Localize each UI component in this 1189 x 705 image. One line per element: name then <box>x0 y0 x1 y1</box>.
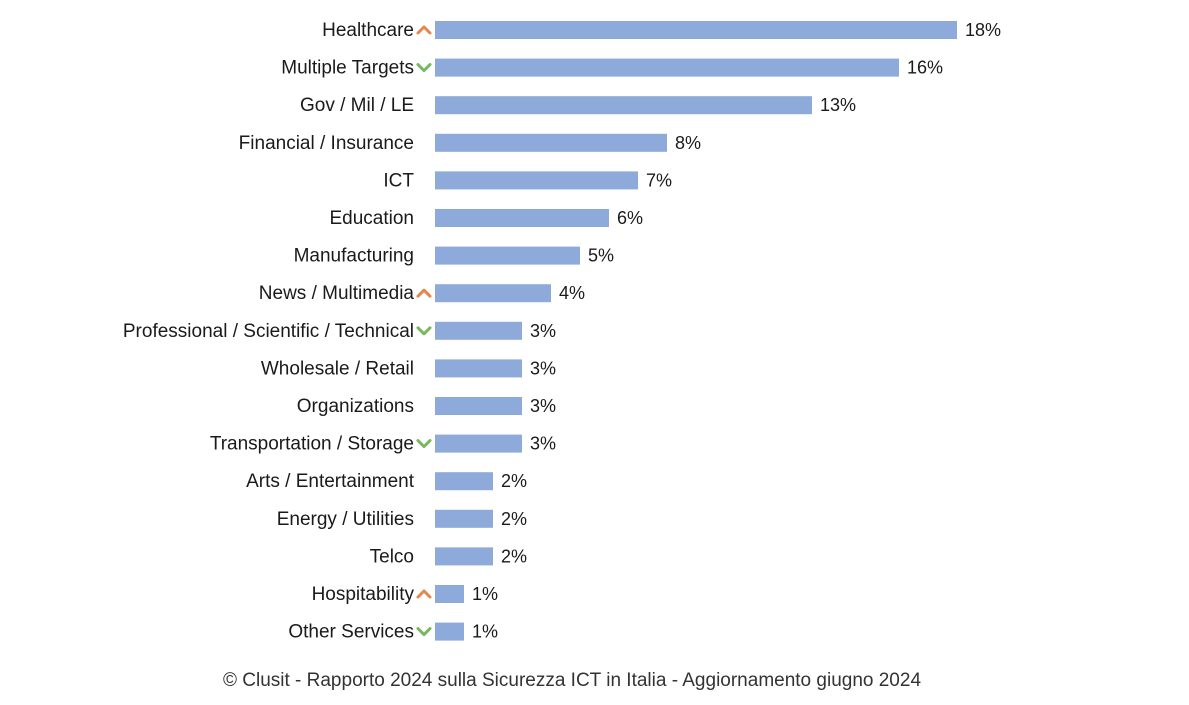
category-label: Hospitability <box>312 584 415 605</box>
value-label: 7% <box>646 170 672 190</box>
category-label: Transportation / Storage <box>210 434 414 455</box>
value-label: 18% <box>965 20 1001 40</box>
category-label: Financial / Insurance <box>239 133 414 154</box>
value-label: 1% <box>472 584 498 604</box>
bar-16 <box>435 622 464 641</box>
value-label: 16% <box>907 58 943 78</box>
category-label: Wholesale / Retail <box>261 358 414 379</box>
trend-up-icon <box>416 288 432 298</box>
bar-3 <box>435 133 667 152</box>
category-label: ICT <box>383 170 414 191</box>
bar-4 <box>435 171 638 190</box>
trend-down-icon <box>416 63 432 73</box>
value-label: 3% <box>530 434 556 454</box>
bars-group: Healthcare 18% Multiple Targets 16% Gov / Mi… <box>123 20 1001 643</box>
category-label: Education <box>329 208 414 229</box>
bar-11 <box>435 434 522 453</box>
bar-12 <box>435 472 493 491</box>
trend-down-icon <box>416 326 432 336</box>
bar-15 <box>435 585 464 603</box>
value-label: 1% <box>472 622 498 642</box>
value-label: 5% <box>588 246 614 266</box>
bar-5 <box>435 209 609 227</box>
category-label: Arts / Entertainment <box>246 471 415 492</box>
value-label: 4% <box>559 283 585 303</box>
category-label: News / Multimedia <box>259 283 415 304</box>
value-label: 8% <box>675 133 701 153</box>
category-label: Other Services <box>288 622 414 643</box>
value-label: 13% <box>820 95 856 115</box>
category-label: Energy / Utilities <box>277 509 414 530</box>
bar-9 <box>435 359 522 378</box>
value-label: 2% <box>501 471 527 491</box>
value-label: 3% <box>530 321 556 341</box>
trend-down-icon <box>416 627 432 637</box>
category-label: Organizations <box>297 396 414 417</box>
category-label: Gov / Mil / LE <box>300 95 414 116</box>
bar-14 <box>435 547 493 566</box>
bar-13 <box>435 509 493 528</box>
bar-0 <box>435 21 957 39</box>
bar-8 <box>435 321 522 340</box>
value-label: 6% <box>617 208 643 228</box>
trend-up-icon <box>416 589 432 599</box>
chart-footer: © Clusit - Rapporto 2024 sulla Sicurezza… <box>223 670 921 691</box>
category-label: Multiple Targets <box>281 58 414 79</box>
category-label: Telco <box>370 546 414 567</box>
bar-2 <box>435 96 812 115</box>
value-label: 3% <box>530 396 556 416</box>
value-label: 2% <box>501 509 527 529</box>
bar-7 <box>435 284 551 303</box>
value-label: 3% <box>530 358 556 378</box>
trend-down-icon <box>416 439 432 449</box>
bar-1 <box>435 58 899 77</box>
bar-10 <box>435 397 522 415</box>
category-label: Healthcare <box>322 20 414 41</box>
value-label: 2% <box>501 546 527 566</box>
category-label: Manufacturing <box>294 246 414 267</box>
trend-up-icon <box>416 25 432 35</box>
category-label: Professional / Scientific / Technical <box>123 321 414 342</box>
bar-6 <box>435 246 580 265</box>
